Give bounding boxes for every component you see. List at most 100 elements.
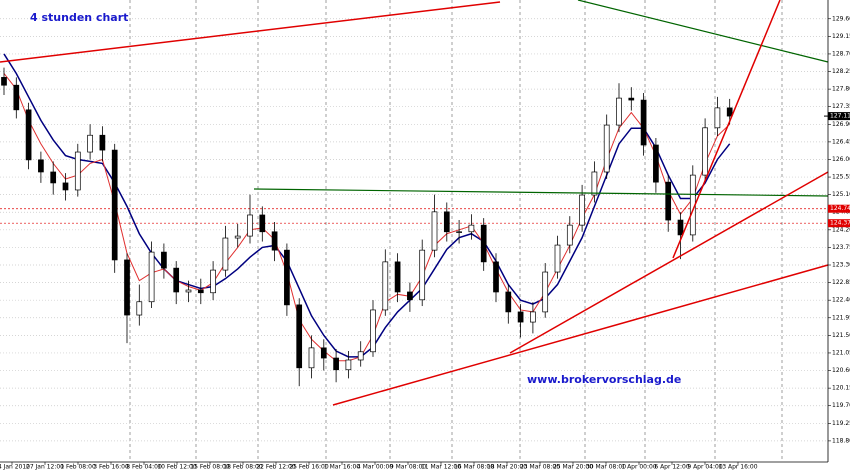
week-separators [129, 0, 783, 462]
chart-title: 4 stunden chart [30, 11, 128, 24]
candle-body [357, 351, 364, 361]
candle-body [677, 219, 684, 236]
x-tick-label: 23 Mar 08:00 [520, 464, 560, 471]
candle-body [517, 311, 524, 323]
candle-body [443, 211, 450, 233]
candle-body [87, 134, 93, 153]
candle-body [62, 182, 69, 191]
y-tick-label: 126.45 [832, 138, 850, 145]
candle-body [640, 99, 647, 146]
x-tick-label: 1 Apr 00:00 [621, 464, 656, 471]
candle-body [38, 159, 44, 173]
candle-body [603, 124, 610, 173]
x-tick-label: 18 Feb 08:00 [223, 464, 263, 471]
y-tick-label: 128.70 [832, 50, 850, 57]
x-tick-label: 24 Jan 2010 [0, 464, 30, 471]
candle-body [702, 127, 708, 176]
level-label: 124.74 [830, 205, 850, 212]
candle-body [431, 211, 438, 251]
candle-body [628, 97, 635, 101]
x-tick-label: 6 Apr 12:00 [654, 464, 689, 471]
y-tick-label: 127.80 [832, 86, 850, 93]
candle-body [333, 357, 339, 371]
x-tick-label: 22 Feb 12:00 [256, 464, 296, 471]
candle-body [13, 84, 20, 111]
candle-body [74, 151, 81, 191]
x-tick-label: 18 Mar 20:00 [487, 464, 527, 471]
candle-body [456, 231, 462, 233]
candle-body [394, 261, 401, 293]
y-tick-label: 121.05 [832, 349, 850, 356]
y-tick-label: 123.30 [832, 262, 850, 269]
candle-body [726, 107, 733, 117]
candle-body [259, 214, 266, 233]
candle-body [616, 97, 622, 126]
candle-body [284, 249, 290, 306]
x-tick-label: 15 Feb 08:00 [190, 464, 230, 471]
y-tick-label: 122.40 [832, 297, 850, 304]
candle-body [222, 237, 229, 271]
x-tick-label: 16 Mar 08:00 [454, 464, 494, 471]
candle-body [407, 291, 413, 301]
x-tick-label: 3 Feb 16:00 [93, 464, 129, 471]
candle-body [25, 109, 32, 161]
y-tick-label: 121.95 [832, 314, 850, 321]
candle-body [554, 244, 561, 273]
level-box [828, 219, 850, 228]
y-tick-label: 126.90 [832, 121, 850, 128]
candle-body [247, 214, 253, 237]
candle-body [296, 304, 303, 369]
candle-body [308, 347, 315, 369]
y-tick-label: 129.15 [832, 33, 850, 40]
candle-body [468, 224, 475, 233]
y-tick-label: 120.15 [832, 385, 850, 392]
x-tick-label: 25 Mar 20:00 [553, 464, 593, 471]
x-tick-label: 9 Apr 04:00 [687, 464, 722, 471]
bid-label: 127.11 [830, 113, 850, 120]
y-tick-label: 119.25 [832, 420, 850, 427]
candle-body [210, 269, 216, 294]
watermark: www.brokervorschlag.de [527, 373, 681, 386]
candle-body [419, 249, 426, 301]
candle-body [50, 171, 57, 184]
x-tick-label: 8 Feb 04:00 [126, 464, 162, 471]
level-label: 124.37 [830, 220, 850, 227]
candle-body [542, 271, 549, 313]
y-tick-label: 119.70 [832, 402, 850, 409]
candle-body [566, 224, 573, 246]
x-tick-label: 27 Jan 12:00 [26, 464, 64, 471]
bid-box [828, 112, 850, 121]
y-tick-label: 129.60 [832, 15, 850, 22]
candle-body [161, 251, 167, 269]
candle-body [579, 194, 585, 226]
candle-body [197, 289, 204, 294]
candle-body [665, 181, 672, 221]
trendlines [0, 0, 829, 406]
x-tick-label: 4 Mar 00:00 [357, 464, 393, 471]
candle-body [124, 259, 130, 316]
candle-body [271, 231, 278, 251]
y-tick-label: 127.35 [832, 103, 850, 110]
y-tick-label: 118.80 [832, 437, 850, 444]
y-tick-label: 122.85 [832, 279, 850, 286]
candle-body [714, 107, 721, 129]
candle-body [99, 134, 106, 151]
y-tick-label: 125.55 [832, 174, 850, 181]
y-tick-label: 120.60 [832, 367, 850, 374]
level-box [828, 204, 850, 213]
candle-body [185, 289, 192, 293]
candle-body [370, 309, 376, 353]
candle-body [234, 235, 241, 239]
y-tick-label: 126.00 [832, 156, 850, 163]
candle-body [653, 144, 659, 183]
x-tick-label: 1 Mar 16:00 [324, 464, 360, 471]
x-tick-label: 1 Feb 08:00 [60, 464, 96, 471]
candle-body [173, 267, 180, 293]
y-tick-label: 125.10 [832, 191, 850, 198]
candle-body [480, 224, 487, 263]
candle-body [530, 311, 536, 323]
candle-body [148, 251, 155, 303]
candle-body [111, 149, 118, 261]
